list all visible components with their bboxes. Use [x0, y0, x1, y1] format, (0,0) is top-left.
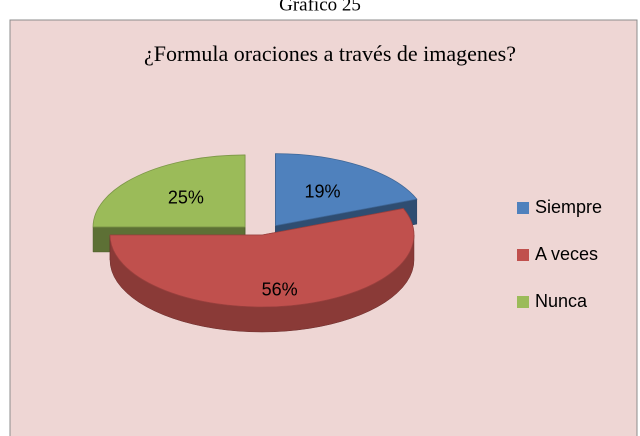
- legend-label: Nunca: [535, 291, 588, 311]
- legend-label: Siempre: [535, 197, 602, 217]
- legend-swatch: [517, 296, 529, 308]
- data-label: 25%: [168, 188, 204, 208]
- slice-top: [109, 208, 415, 308]
- legend-swatch: [517, 249, 529, 261]
- slice-top: [92, 154, 246, 228]
- slice-top: [275, 153, 418, 227]
- chart-title: ¿Formula oraciones a través de imagenes?: [144, 41, 516, 66]
- legend-swatch: [517, 202, 529, 214]
- legend-label: A veces: [535, 244, 598, 264]
- data-label: 19%: [304, 182, 340, 202]
- heading: Gráfico 25: [279, 0, 361, 15]
- slice: [109, 208, 415, 333]
- data-label: 56%: [262, 280, 298, 300]
